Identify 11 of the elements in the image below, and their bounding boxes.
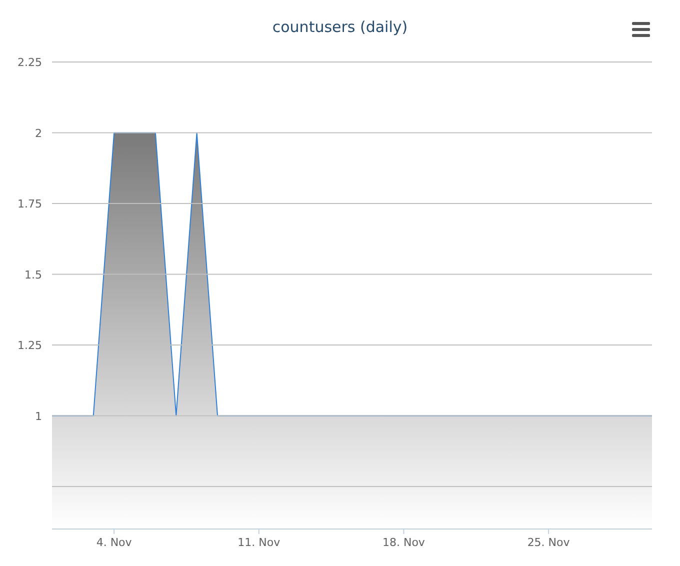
x-tick-label: 11. Nov	[238, 536, 281, 549]
y-tick-label: 1	[35, 410, 42, 423]
y-tick-label: 1.25	[18, 339, 42, 352]
y-tick-label: 2.25	[18, 56, 42, 69]
x-tick-label: 25. Nov	[527, 536, 570, 549]
y-tick-label: 1.5	[24, 268, 42, 282]
chart-title: countusers (daily)	[272, 18, 408, 36]
y-tick-label: 1.75	[18, 198, 42, 211]
x-tick-label: 4. Nov	[96, 536, 132, 549]
y-tick-label: 2	[35, 126, 42, 140]
x-tick-label: 18. Nov	[382, 536, 426, 549]
